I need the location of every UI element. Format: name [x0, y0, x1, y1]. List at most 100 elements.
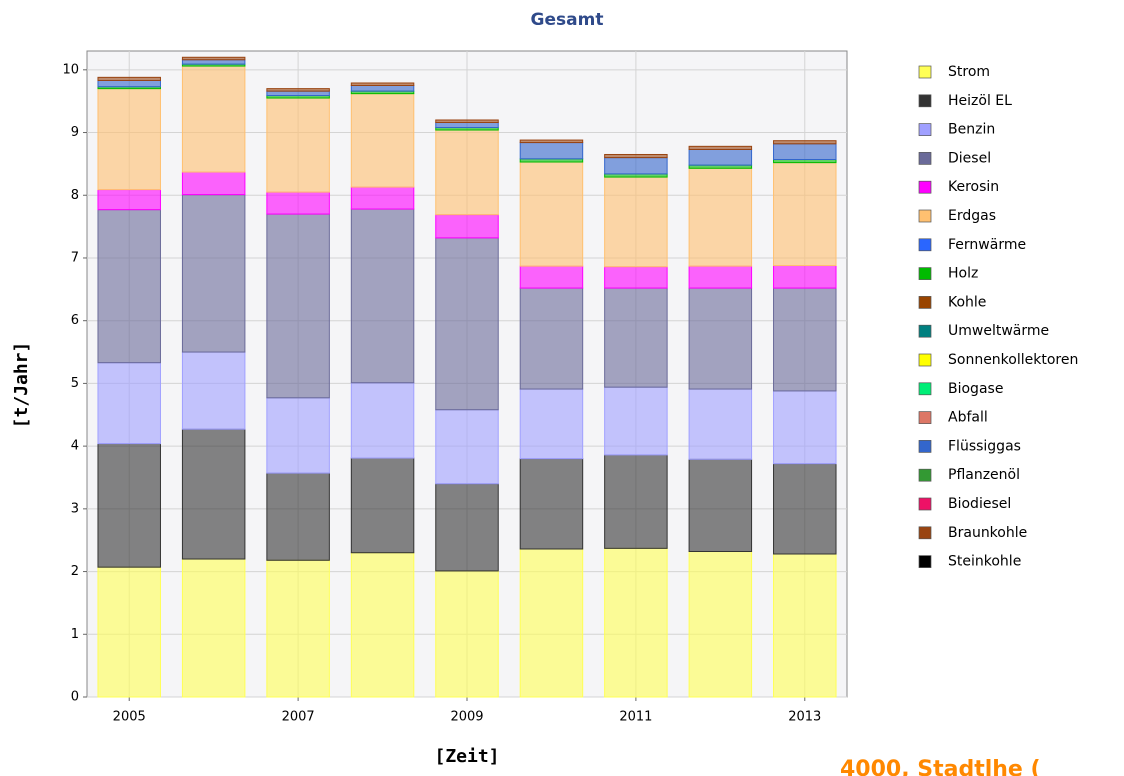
bar-segment	[435, 119, 499, 123]
bar-segment	[266, 191, 330, 215]
bar-segment	[604, 153, 668, 159]
bar-segment	[97, 362, 161, 445]
y-tick-label: 7	[71, 250, 79, 265]
bar-segment	[435, 409, 499, 485]
legend-swatch	[918, 65, 932, 79]
bar-segment	[604, 157, 668, 175]
bar-segment	[435, 121, 499, 129]
bar-segment	[350, 457, 415, 554]
legend-swatch	[918, 526, 932, 540]
bar-segment	[604, 386, 668, 456]
bar-segment	[773, 140, 837, 145]
bar-segment	[519, 161, 584, 267]
y-tick-label: 2	[71, 564, 79, 579]
legend-swatch	[918, 94, 932, 108]
legend-swatch	[918, 468, 932, 482]
bar-segment	[181, 428, 246, 560]
legend-swatch	[918, 353, 932, 367]
bar-segment	[519, 139, 584, 144]
legend-swatch	[918, 382, 932, 396]
bar-segment	[688, 265, 753, 289]
bar-segment	[435, 570, 499, 698]
bar-segment	[435, 237, 499, 411]
bar-segment	[350, 186, 415, 210]
footer-text: 4000, Stadtlhe (	[840, 757, 1041, 776]
legend-label: Strom	[948, 64, 990, 80]
bar-segment	[97, 189, 161, 211]
bar-segment	[688, 550, 753, 698]
bar-segment	[350, 382, 415, 459]
bar-segment	[435, 214, 499, 239]
legend-label: Erdgas	[948, 208, 996, 224]
y-tick-label: 10	[62, 62, 79, 77]
bar-segment	[519, 142, 584, 160]
bar-segment	[773, 287, 837, 392]
legend-swatch	[918, 324, 932, 338]
bar-segment	[266, 97, 330, 193]
bar-segment	[604, 454, 668, 549]
legend-label: Flüssiggas	[948, 438, 1021, 454]
bar-segment	[97, 88, 161, 191]
bar-segment	[773, 162, 837, 266]
legend-swatch	[918, 267, 932, 280]
y-axis-label: [t/Jahr]	[11, 342, 32, 429]
bar-segment	[266, 90, 330, 97]
bar-segment	[181, 558, 246, 698]
x-tick-label: 2005	[113, 710, 146, 725]
y-tick-label: 6	[71, 313, 79, 328]
legend-swatch	[918, 555, 932, 568]
bar-segment	[350, 84, 415, 92]
bar-segment	[519, 265, 584, 289]
bar-segment	[773, 264, 837, 289]
bar-segment	[97, 209, 161, 364]
bar-segment	[350, 552, 415, 698]
bar-segment	[350, 82, 415, 86]
bar-segment	[266, 559, 330, 698]
bar-segment	[604, 287, 668, 388]
y-tick-label: 5	[71, 376, 79, 391]
bar-segment	[181, 171, 246, 196]
legend-label: Kohle	[948, 294, 986, 310]
legend-swatch	[918, 123, 932, 136]
legend-label: Pflanzenöl	[948, 467, 1020, 483]
legend-swatch	[918, 180, 932, 194]
legend-swatch	[918, 440, 932, 453]
y-tick-label: 1	[71, 627, 79, 642]
legend-swatch	[918, 238, 932, 252]
bar-segment	[773, 553, 837, 698]
bar-segment	[97, 76, 161, 81]
bar-segment	[266, 88, 330, 92]
y-tick-label: 8	[71, 188, 79, 203]
y-tick-label: 0	[71, 690, 79, 705]
legend-label: Diesel	[948, 150, 991, 166]
y-tick-label: 9	[71, 125, 79, 140]
bar-segment	[604, 266, 668, 289]
x-tick-label: 2009	[450, 710, 483, 725]
bar-segment	[688, 287, 753, 390]
bar-segment	[519, 548, 584, 698]
x-tick-label: 2007	[282, 710, 315, 725]
legend-swatch	[918, 152, 932, 165]
bar-segment	[773, 390, 837, 465]
legend-label: Abfall	[948, 410, 988, 426]
legend-label: Sonnenkollektoren	[948, 352, 1078, 368]
bar-segment	[266, 213, 330, 399]
bar-segment	[266, 472, 330, 561]
bar-segment	[97, 566, 161, 698]
legend-label: Biogase	[948, 381, 1003, 397]
bar-segment	[350, 208, 415, 384]
bar-segment	[350, 93, 415, 188]
legend-label: Biodiesel	[948, 496, 1011, 512]
bar-segment	[519, 287, 584, 390]
bar-segment	[435, 483, 499, 572]
bar-segment	[604, 176, 668, 268]
y-tick-label: 3	[71, 501, 79, 516]
bar-segment	[688, 458, 753, 552]
chart-title: Gesamt	[531, 10, 604, 30]
bar-segment	[181, 194, 246, 353]
bar-segment	[773, 463, 837, 555]
bar-segment	[181, 65, 246, 173]
x-axis-label: [Zeit]	[434, 746, 499, 767]
x-tick-label: 2013	[788, 710, 821, 725]
